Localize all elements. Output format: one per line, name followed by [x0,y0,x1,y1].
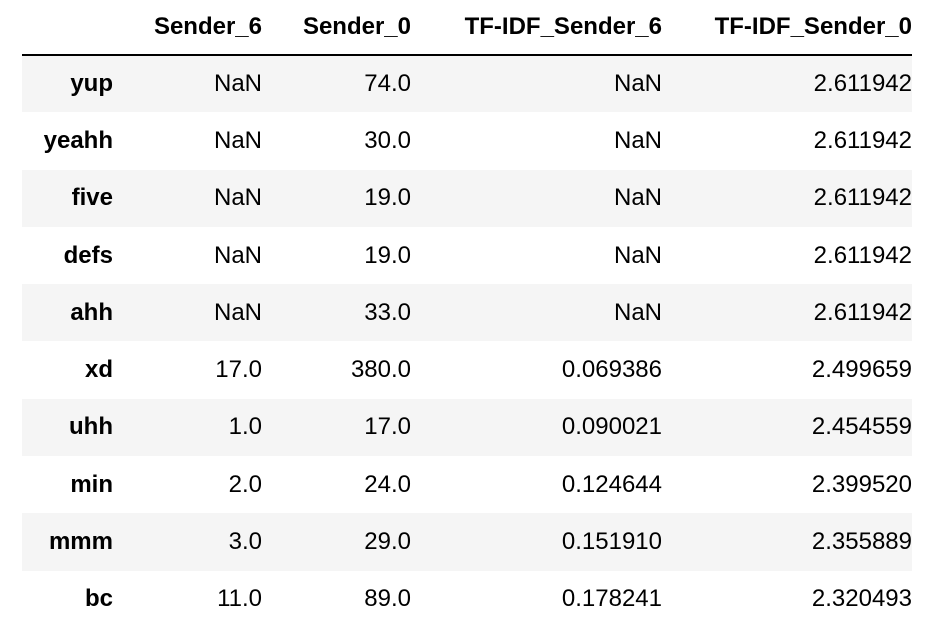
table-row: bc 11.0 89.0 0.178241 2.320493 [22,571,912,628]
table-row: ahh NaN 33.0 NaN 2.611942 [22,284,912,342]
row-index-label: five [71,184,113,212]
row-index-label: uhh [69,413,113,441]
table-cell: 17.0 [364,413,411,441]
table-cell: 2.0 [228,470,262,498]
row-index-label: yeahh [43,126,113,154]
table-row: yup NaN 74.0 NaN 2.611942 [22,55,912,113]
table-cell: NaN [213,298,262,326]
table-cell: 2.611942 [813,241,912,269]
row-index-label: defs [63,241,113,269]
table-row: yeahh NaN 30.0 NaN 2.611942 [22,112,912,169]
row-index-label: mmm [48,528,113,556]
table-cell: 0.124644 [561,470,662,498]
table-cell: 74.0 [364,70,411,98]
table-cell: 2.499659 [811,356,912,384]
table-cell: 0.151910 [561,528,662,556]
table-cell: NaN [613,298,662,326]
row-index-label: xd [84,356,113,384]
table-cell: 29.0 [364,528,411,556]
table-row: defs NaN 19.0 NaN 2.611942 [22,227,912,284]
table-cell: 11.0 [217,585,262,613]
table-cell: 30.0 [364,126,411,154]
table-cell: 2.355889 [811,528,912,556]
table-cell: 3.0 [228,528,262,556]
table-body: yup NaN 74.0 NaN 2.611942 yeahh NaN 30.0 NaN 2.61… [22,55,912,628]
table-cell: 380.0 [350,356,411,384]
row-index-label: bc [84,585,113,613]
row-index-label: ahh [70,298,113,326]
table-row: min 2.0 24.0 0.124644 2.399520 [22,456,912,513]
column-header-tfidf-sender-0: TF-IDF_Sender_0 [662,0,912,56]
table-cell: NaN [613,126,662,154]
table-cell: NaN [213,184,262,212]
header-row: Sender_6 Sender_0 TF-IDF_Sender_6 TF-IDF… [22,0,912,56]
table-cell: 24.0 [364,470,411,498]
column-header-sender-0: Sender_0 [262,0,411,56]
table-cell: 2.320493 [811,585,912,613]
table-cell: 2.611942 [813,184,912,212]
table-row: uhh 1.0 17.0 0.090021 2.454559 [22,398,912,457]
table-cell: 2.454559 [811,413,912,441]
table-cell: 0.069386 [561,356,662,384]
table-cell: 19.0 [364,184,411,212]
table-cell: NaN [213,70,262,98]
column-header-sender-6: Sender_6 [113,0,262,56]
table-cell: NaN [213,126,262,154]
table-cell: NaN [213,241,262,269]
row-index-label: yup [70,70,113,98]
table-cell: 2.611942 [813,70,912,98]
index-header [22,0,113,56]
table-cell: NaN [613,241,662,269]
table-cell: 2.399520 [811,470,912,498]
table-cell: NaN [613,184,662,212]
table-cell: 89.0 [364,585,411,613]
table-cell: 2.611942 [813,298,912,326]
table-cell: NaN [613,70,662,98]
table-cell: 1.0 [228,413,262,441]
column-header-tfidf-sender-6: TF-IDF_Sender_6 [411,0,662,56]
table-cell: 2.611942 [813,126,912,154]
dataframe-table: Sender_6 Sender_0 TF-IDF_Sender_6 TF-IDF… [22,0,912,628]
row-index-label: min [70,470,113,498]
table-row: mmm 3.0 29.0 0.151910 2.355889 [22,513,912,571]
table-cell: 0.178241 [561,585,662,613]
table-row: five NaN 19.0 NaN 2.611942 [22,169,912,227]
table-cell: 17.0 [215,356,262,384]
table-cell: 0.090021 [561,413,662,441]
table-cell: 33.0 [364,298,411,326]
table-row: xd 17.0 380.0 0.069386 2.499659 [22,341,912,398]
table-cell: 19.0 [364,241,411,269]
